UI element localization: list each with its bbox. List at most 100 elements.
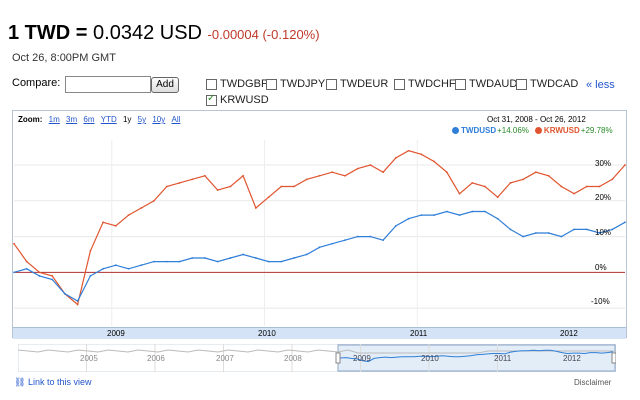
legend-twdusd-name: TWDUSD [461, 126, 497, 135]
data-point-twdusd [38, 275, 41, 277]
data-point-twdusd [318, 246, 321, 249]
zoom-1y[interactable]: 1y [122, 115, 132, 124]
data-point-twdusd [191, 257, 194, 259]
data-point-krwusd [280, 185, 283, 188]
data-point-krwusd [394, 156, 397, 159]
data-point-twdusd [127, 267, 130, 270]
link-icon: ⛓ [14, 377, 26, 387]
mini-tick-2009: 2009 [353, 354, 371, 363]
compare-option-twdcad[interactable]: TWDCAD [516, 78, 578, 90]
data-point-krwusd [573, 192, 575, 195]
data-point-twdusd [331, 242, 334, 245]
zoom-3m[interactable]: 3m [66, 115, 78, 124]
data-point-krwusd [127, 214, 130, 217]
mini-tick-2007: 2007 [216, 354, 234, 363]
data-point-twdusd [471, 210, 474, 213]
checkbox-checked-icon[interactable] [206, 93, 217, 106]
mini-tick-2008: 2008 [284, 354, 302, 363]
twdusd-dot-icon [452, 127, 459, 134]
series-line-krwusd [13, 150, 626, 306]
data-point-krwusd [153, 199, 155, 202]
option-label: TWDAUD [469, 78, 518, 90]
data-point-krwusd [407, 149, 410, 152]
x-tick-2009: 2009 [107, 329, 125, 338]
link-label[interactable]: Link to this view [27, 377, 92, 387]
data-point-twdusd [76, 300, 79, 302]
legend-krwusd-name: KRWUSD [543, 126, 580, 135]
compare-option-twdchf[interactable]: TWDCHF [394, 78, 456, 90]
date-end: Oct 26, 2012 [539, 115, 586, 124]
data-point-twdusd [13, 271, 15, 274]
data-point-twdusd [585, 228, 588, 231]
compare-option-twdjpy[interactable]: TWDJPY [266, 78, 325, 90]
zoom-6m[interactable]: 6m [83, 115, 95, 124]
navigator-series-line [339, 349, 614, 363]
compare-option-krwusd[interactable]: KRWUSD [206, 93, 269, 106]
compare-option-twdeur[interactable]: TWDEUR [326, 78, 388, 90]
data-point-twdusd [305, 253, 308, 256]
data-point-twdusd [216, 260, 219, 263]
data-point-twdusd [153, 260, 155, 263]
data-point-krwusd [445, 171, 448, 174]
data-point-krwusd [114, 224, 117, 227]
checkbox-icon[interactable] [516, 78, 527, 90]
zoom-bar: Zoom: 1m 3m 6m YTD 1y 5y 10y All [18, 115, 180, 124]
legend-twdusd-change: +14.06% [497, 126, 529, 135]
disclaimer-link[interactable]: Disclaimer [574, 378, 612, 387]
data-point-krwusd [547, 174, 550, 177]
mini-tick-2010: 2010 [421, 354, 439, 363]
option-label: TWDCHF [408, 78, 456, 90]
data-point-twdusd [394, 224, 397, 227]
checkbox-icon[interactable] [206, 78, 217, 90]
option-label: TWDCAD [530, 78, 579, 90]
link-to-view[interactable]: ⛓ Link to this view [14, 377, 91, 388]
data-point-twdusd [560, 235, 563, 238]
option-label: KRWUSD [220, 94, 269, 106]
series-line-twdusd [13, 210, 626, 302]
checkbox-icon[interactable] [326, 78, 337, 90]
data-point-twdusd [433, 214, 435, 217]
navigator-selection [337, 344, 616, 372]
checkbox-icon[interactable] [266, 78, 277, 90]
data-point-twdusd [178, 260, 181, 263]
less-link[interactable]: « less [586, 79, 615, 91]
y-tick-0: 0% [595, 263, 607, 272]
data-point-krwusd [178, 182, 181, 184]
rate-prefix: 1 TWD = [8, 22, 88, 44]
data-point-krwusd [25, 260, 28, 263]
data-point-krwusd [89, 249, 92, 252]
data-point-krwusd [534, 171, 537, 174]
data-point-krwusd [140, 207, 143, 209]
data-point-krwusd [471, 182, 474, 184]
date-start: Oct 31, 2008 [487, 115, 533, 124]
zoom-5y[interactable]: 5y [137, 115, 147, 124]
data-point-krwusd [165, 185, 168, 188]
zoom-10y[interactable]: 10y [152, 115, 166, 124]
compare-input[interactable] [65, 76, 151, 93]
range-navigator[interactable] [18, 344, 616, 372]
checkbox-icon[interactable] [455, 78, 466, 90]
data-point-twdusd [114, 264, 117, 267]
zoom-1m[interactable]: 1m [48, 115, 60, 124]
compare-option-twdaud[interactable]: TWDAUD [455, 78, 517, 90]
data-point-twdusd [522, 235, 525, 238]
compare-option-twdgbp[interactable]: TWDGBP [206, 78, 268, 90]
data-point-twdusd [280, 260, 283, 263]
add-button[interactable]: Add [151, 77, 179, 93]
data-point-krwusd [484, 185, 486, 188]
data-point-krwusd [267, 196, 270, 199]
data-point-twdusd [407, 217, 410, 220]
data-point-twdusd [484, 210, 486, 213]
zoom-all[interactable]: All [171, 115, 181, 124]
checkbox-icon[interactable] [394, 78, 405, 90]
data-point-twdusd [445, 210, 448, 213]
data-point-krwusd [611, 178, 614, 181]
data-point-krwusd [38, 271, 41, 274]
data-point-krwusd [624, 164, 626, 166]
data-point-krwusd [293, 185, 295, 188]
data-point-twdusd [458, 214, 461, 217]
data-point-twdusd [25, 267, 28, 270]
zoom-ytd[interactable]: YTD [100, 115, 117, 124]
data-point-twdusd [496, 217, 499, 220]
